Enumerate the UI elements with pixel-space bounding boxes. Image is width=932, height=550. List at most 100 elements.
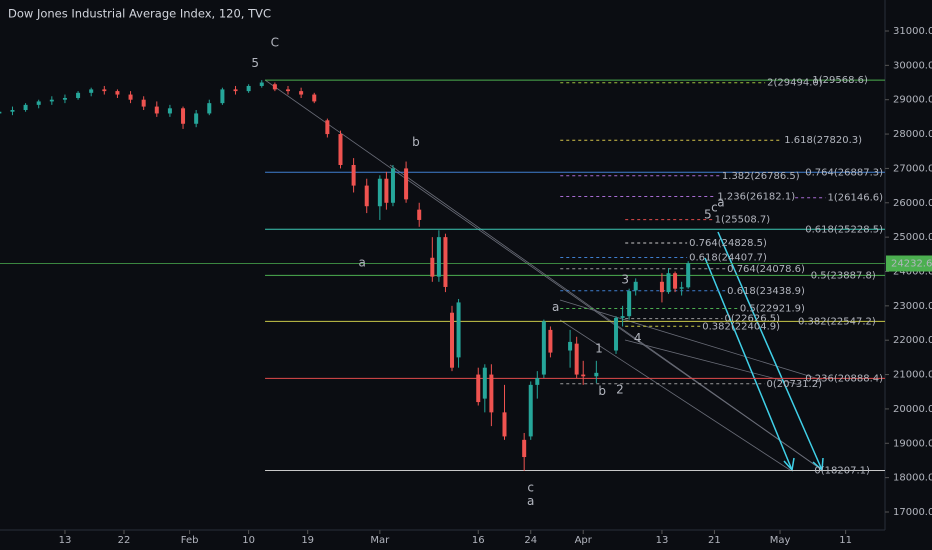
y-tick-label: 28000.0	[893, 129, 932, 140]
x-tick-label: 11	[839, 535, 852, 546]
candle-body	[154, 106, 159, 114]
candle-body	[535, 378, 540, 385]
candle-body	[614, 317, 619, 351]
candle-body	[62, 97, 67, 100]
level-label: 0.5(23887.8)	[811, 270, 876, 281]
candle-body	[476, 374, 481, 403]
fib-levels: 1(29568.6)2(29494.0) 1.618(27820.3) 0.764(…	[265, 75, 885, 477]
candle-body	[364, 185, 369, 207]
candle-body	[299, 91, 304, 95]
candle-body	[338, 134, 343, 165]
candle-body	[686, 263, 691, 288]
candle-body	[417, 209, 422, 220]
candle-body	[220, 89, 225, 104]
level-label: 0.618(25228.5)	[805, 224, 883, 235]
level-label: 0.764(24078.6)	[727, 264, 805, 275]
arrow	[704, 257, 793, 471]
last-price-label: 24232.6	[891, 259, 932, 270]
level-label: 0.618(24407.7)	[689, 252, 767, 263]
y-tick-label: 17000.0	[893, 507, 932, 518]
trend-line	[624, 339, 801, 386]
y-tick-label: 26000.0	[893, 198, 932, 209]
chart-title: Dow Jones Industrial Average Index, 120,…	[8, 7, 271, 21]
x-tick-label: 13	[656, 535, 669, 546]
candle-body	[246, 85, 251, 92]
level-label: 0(20731.2)	[766, 379, 822, 390]
candle-body	[325, 120, 330, 135]
level-label: 1(29568.6)	[812, 75, 868, 86]
y-tick-label: 29000.0	[893, 95, 932, 106]
x-tick-label: Feb	[181, 535, 199, 546]
x-tick-label: 16	[472, 535, 485, 546]
level-label: 0.382(22404.9)	[702, 321, 780, 332]
candle-body	[627, 291, 632, 317]
level-label: 0.382(22547.2)	[798, 316, 876, 327]
x-tick-label: May	[770, 535, 791, 546]
arrowhead	[812, 457, 824, 472]
candle-body	[141, 99, 146, 107]
candle-body	[128, 94, 133, 100]
candle-body	[23, 104, 28, 111]
y-tick-label: 21000.0	[893, 370, 932, 381]
candle-body	[377, 178, 382, 207]
candle-body	[49, 99, 54, 102]
x-tick-label: 21	[708, 535, 721, 546]
candle-body	[633, 281, 638, 291]
level-label: 0.764(26887.3)	[805, 167, 883, 178]
candle-body	[666, 273, 671, 293]
last-price-tag	[886, 255, 932, 272]
wave-label: c	[527, 480, 534, 494]
x-tick-label: Mar	[370, 535, 390, 546]
x-tick-label: 10	[242, 535, 255, 546]
candle-body	[76, 92, 81, 98]
level-label: 0(22626.5)	[725, 314, 781, 325]
candle-body	[286, 89, 291, 92]
wave-label: 5	[704, 207, 712, 221]
y-tick-label: 18000.0	[893, 473, 932, 484]
candle-body	[0, 111, 2, 114]
wave-label: a	[358, 255, 365, 269]
wave-label: a	[717, 195, 724, 209]
candle-body	[384, 178, 389, 203]
forecast-arrows	[704, 231, 824, 472]
candle-body	[443, 237, 448, 287]
y-tick-label: 19000.0	[893, 438, 932, 449]
wave-label: a	[552, 300, 559, 314]
level-label: 1(26146.6)	[828, 193, 884, 204]
candle-body	[115, 91, 120, 95]
wave-label: b	[598, 384, 606, 398]
candle-body	[568, 341, 573, 351]
candle-body	[528, 384, 533, 437]
wave-label: 4	[634, 331, 642, 345]
candle-body	[167, 108, 172, 114]
candle-body	[181, 108, 186, 124]
trend-line	[559, 319, 791, 471]
y-tick-label: 27000.0	[893, 163, 932, 174]
candles	[0, 80, 691, 471]
trend-line	[389, 164, 823, 471]
wave-label: C	[271, 36, 279, 50]
y-tick-label: 25000.0	[893, 232, 932, 243]
level-label: 0.5(22921.9)	[740, 304, 805, 315]
candle-body	[581, 374, 586, 377]
candle-body	[548, 329, 553, 353]
level-label: 2(29494.0)	[767, 78, 823, 89]
arrow	[717, 231, 823, 471]
x-tick-label: 22	[118, 535, 131, 546]
y-tick-label: 31000.0	[893, 26, 932, 37]
candle-body	[679, 287, 684, 289]
wave-label: 2	[616, 383, 624, 397]
candle-body	[502, 412, 507, 437]
candle-body	[89, 89, 94, 93]
candle-body	[207, 103, 212, 114]
candle-body	[36, 101, 41, 105]
candle-body	[594, 372, 599, 377]
y-tick-label: 23000.0	[893, 301, 932, 312]
candle-body	[620, 316, 625, 318]
candle-body	[522, 439, 527, 458]
candle-body	[489, 374, 494, 413]
candle-body	[574, 343, 579, 375]
candle-body	[312, 94, 317, 102]
candle-body	[404, 168, 409, 200]
